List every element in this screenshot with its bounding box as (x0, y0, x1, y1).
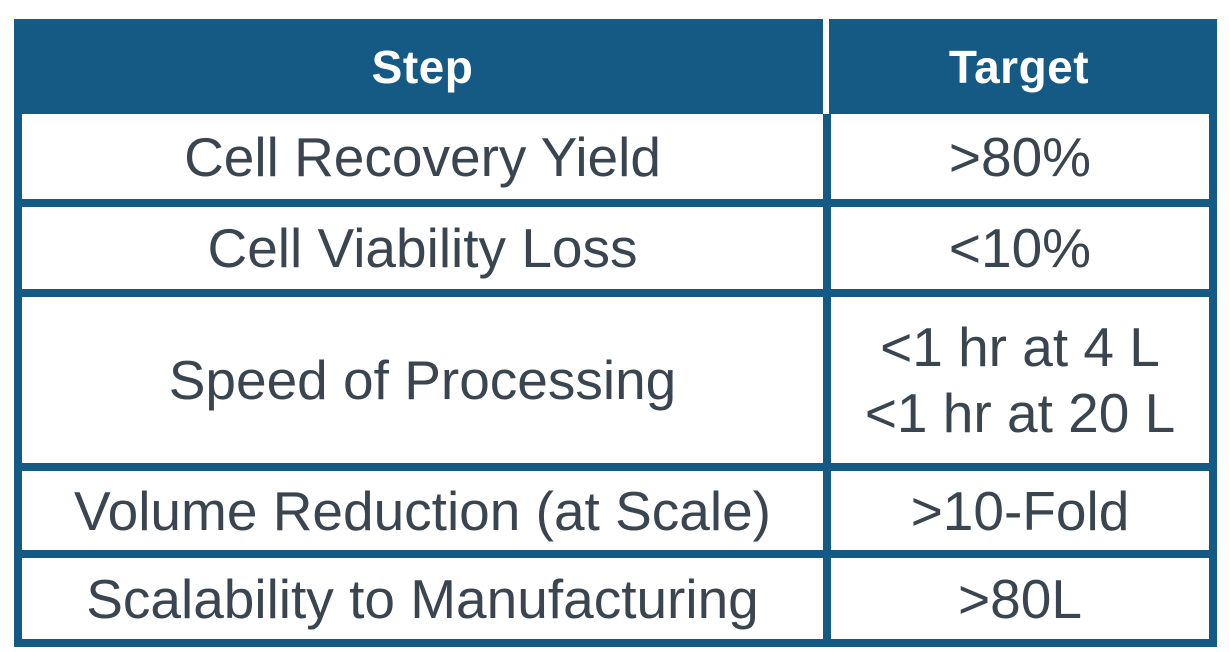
table-row-cell-viability-loss: Cell Viability Loss <10% (22, 199, 1209, 289)
target-value: >80L (958, 567, 1082, 630)
step-cell: Speed of Processing (22, 297, 823, 463)
column-header-target: Target (829, 19, 1209, 114)
target-value-line-2: <1 hr at 20 L (864, 382, 1176, 444)
target-value: >80% (948, 125, 1092, 188)
step-cell: Scalability to Manufacturing (22, 558, 823, 639)
column-header-target-label: Target (948, 40, 1090, 93)
column-header-step-label: Step (371, 40, 474, 93)
step-cell: Cell Recovery Yield (22, 114, 823, 199)
header-column-divider (823, 19, 829, 114)
target-value-line-1: <1 hr at 4 L (880, 316, 1160, 378)
target-cell: <1 hr at 4 L <1 hr at 20 L (823, 297, 1209, 463)
table-row-cell-recovery-yield: Cell Recovery Yield >80% (22, 114, 1209, 199)
step-label: Scalability to Manufacturing (86, 567, 759, 630)
step-label: Speed of Processing (168, 349, 677, 411)
step-cell: Cell Viability Loss (22, 207, 823, 289)
target-value: >10-Fold (910, 479, 1130, 542)
process-targets-table: Step Target Cell Recovery Yield >80% Cel… (14, 19, 1217, 647)
step-label: Cell Viability Loss (207, 217, 638, 279)
table-row-speed-of-processing: Speed of Processing <1 hr at 4 L <1 hr a… (22, 289, 1209, 463)
step-label: Cell Recovery Yield (184, 125, 661, 188)
column-header-step: Step (22, 19, 823, 114)
step-label: Volume Reduction (at Scale) (73, 479, 772, 542)
table-row-volume-reduction: Volume Reduction (at Scale) >10-Fold (22, 463, 1209, 550)
target-cell: >10-Fold (823, 471, 1209, 550)
target-cell: >80% (823, 114, 1209, 199)
target-cell: <10% (823, 207, 1209, 289)
step-cell: Volume Reduction (at Scale) (22, 471, 823, 550)
target-value: <10% (948, 217, 1092, 279)
target-cell: >80L (823, 558, 1209, 639)
table-header-row: Step Target (22, 19, 1209, 114)
table-row-scalability: Scalability to Manufacturing >80L (22, 550, 1209, 639)
